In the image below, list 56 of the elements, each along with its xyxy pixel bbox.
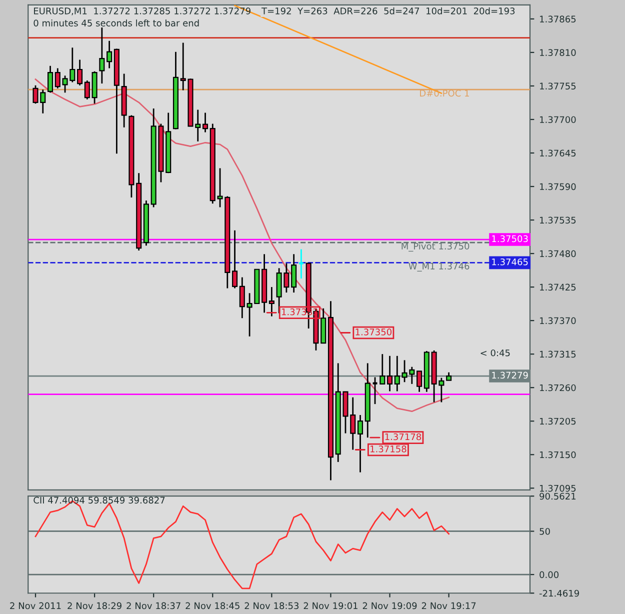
x-tick-label: 2 Nov 18:37 — [126, 602, 180, 610]
x-tick-label: 2 Nov 2011 — [10, 602, 61, 610]
candlestick — [84, 80, 90, 100]
y-tick-label: 1.37645 — [540, 150, 576, 157]
y-tick-label: 1.37590 — [540, 183, 576, 190]
y-tick-label: 1.37700 — [540, 116, 576, 124]
candlestick — [291, 253, 297, 294]
y-tick-label: 1.37150 — [540, 451, 576, 458]
y-tick-label: 1.37755 — [540, 82, 576, 90]
y-tick-label: 0.00 — [540, 571, 559, 578]
y-tick-label: 1.37535 — [540, 216, 576, 224]
y-tick-label: 1.37315 — [540, 350, 576, 358]
x-tick-label: 2 Nov 18:53 — [244, 602, 299, 610]
x-tick-label: 2 Nov 18:45 — [186, 602, 240, 610]
y-tick-label: 1.37810 — [540, 49, 576, 56]
candlestick — [47, 65, 54, 94]
y-tick-label: 1.37370 — [540, 317, 576, 324]
x-tick-label: 2 Nov 18:29 — [68, 602, 122, 610]
annotation: < 0:45 — [480, 349, 510, 356]
x-tick-label: 2 Nov 19:09 — [362, 602, 417, 610]
candlestick — [54, 68, 60, 90]
y-tick-label: 1.37260 — [540, 384, 576, 392]
candlestick — [416, 370, 422, 393]
candlestick — [268, 286, 274, 317]
y-tick-label: -21.4619 — [539, 590, 579, 597]
candlestick — [77, 59, 83, 86]
candlestick — [357, 414, 364, 473]
candlestick — [202, 112, 208, 133]
candlestick — [232, 230, 238, 289]
ref-line-label: 1.37279 — [492, 372, 528, 379]
text: 0 minutes 45 seconds left to bar end — [34, 19, 199, 26]
y-tick-label: 1.37205 — [540, 418, 576, 425]
y-tick-label: 1.37095 — [540, 484, 576, 492]
candlestick — [394, 355, 400, 392]
candlestick — [380, 353, 386, 385]
y-tick-label: 1.37480 — [540, 250, 576, 258]
chart-title: CII 47.4094 59.8549 39.6827 — [34, 496, 165, 504]
ref-line-label: D#0.POC 1 — [420, 90, 469, 97]
annotation: T=192 Y=263 ADR=226 5d=247 10d=201 20d=193 — [261, 7, 515, 14]
y-tick-label: 50 — [540, 528, 550, 535]
candlestick — [99, 26, 105, 84]
y-tick-label: 1.37865 — [540, 16, 576, 22]
candlestick — [106, 40, 112, 69]
candlestick — [239, 276, 245, 319]
annotation: 1.37178 — [385, 433, 422, 440]
annotation: W_M1 1.3746 — [408, 262, 470, 272]
annotation: 1.37158 — [370, 446, 406, 452]
annotation: 1.37350 — [356, 328, 392, 336]
x-tick-label: 2 Nov 19:01 — [304, 602, 358, 610]
x-tick-label: 2 Nov 19:17 — [422, 602, 476, 610]
ref-line-label: 1.37465 — [492, 258, 528, 266]
y-tick-label: 1.37425 — [540, 284, 576, 291]
y-tick-label: 90.5621 — [540, 492, 576, 500]
candlestick — [387, 355, 393, 392]
ref-line-label: M_Pivot 1.3750 — [402, 242, 470, 252]
ref-line-label: 1.37503 — [492, 235, 528, 242]
